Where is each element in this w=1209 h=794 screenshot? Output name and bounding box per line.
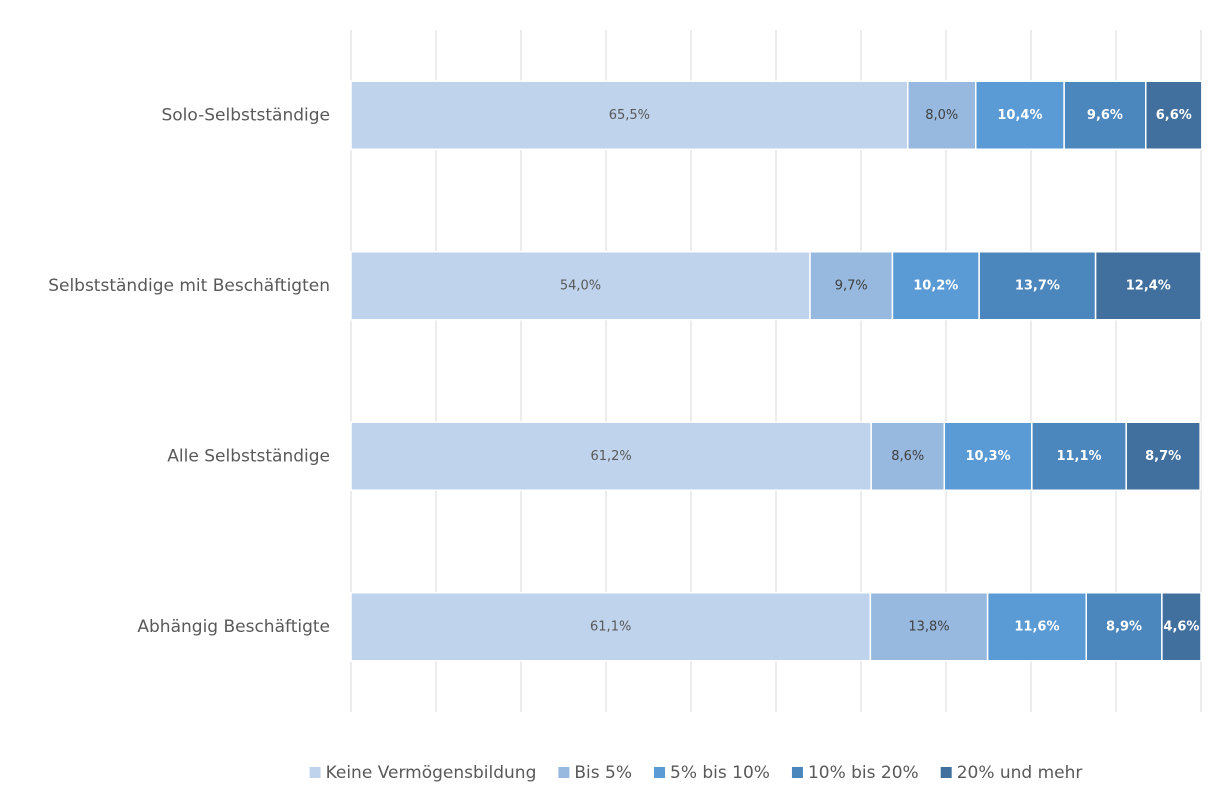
legend-label: Keine Vermögensbildung bbox=[326, 763, 537, 783]
data-label: 10,4% bbox=[997, 108, 1042, 123]
legend-label: 20% und mehr bbox=[957, 763, 1083, 783]
legend-swatch bbox=[940, 767, 952, 778]
data-label: 4,6% bbox=[1163, 619, 1199, 634]
bar-segment bbox=[1161, 592, 1202, 662]
data-label: 65,5% bbox=[609, 108, 650, 123]
data-label: 11,1% bbox=[1056, 449, 1101, 464]
data-label: 9,7% bbox=[835, 278, 868, 293]
y-tick-label: Selbstständige mit Beschäftigten bbox=[48, 276, 330, 296]
bar-segment bbox=[907, 80, 977, 150]
bar-segment bbox=[1094, 251, 1202, 321]
data-label: 8,0% bbox=[925, 108, 958, 123]
data-label: 13,7% bbox=[1015, 278, 1060, 293]
bar-segment bbox=[809, 251, 894, 321]
data-label: 8,9% bbox=[1106, 619, 1142, 634]
bar-segment bbox=[986, 592, 1088, 662]
bar-segment bbox=[1125, 421, 1201, 491]
data-label: 61,2% bbox=[590, 449, 631, 464]
legend-swatch bbox=[309, 767, 321, 778]
data-label: 8,7% bbox=[1145, 449, 1181, 464]
data-label: 10,3% bbox=[966, 449, 1011, 464]
legend-label: Bis 5% bbox=[574, 763, 632, 783]
data-label: 10,2% bbox=[913, 278, 958, 293]
legend-label: 10% bis 20% bbox=[808, 763, 919, 783]
y-tick-label: Solo-Selbstständige bbox=[161, 105, 330, 125]
bar-segment bbox=[350, 421, 872, 491]
legend-swatch bbox=[558, 767, 570, 778]
bar-segment bbox=[1145, 80, 1203, 150]
bar-segment bbox=[350, 592, 872, 662]
legend-swatch bbox=[654, 767, 666, 778]
bar-segment bbox=[350, 80, 909, 150]
data-label: 12,4% bbox=[1126, 278, 1171, 293]
bar-segment bbox=[1085, 592, 1163, 662]
data-label: 54,0% bbox=[560, 278, 601, 293]
bar-segment bbox=[1063, 80, 1147, 150]
bar-segment bbox=[1031, 421, 1127, 491]
bar-segment bbox=[978, 251, 1097, 321]
data-label: 13,8% bbox=[908, 619, 949, 634]
bar-segment bbox=[870, 421, 946, 491]
data-label: 61,1% bbox=[590, 619, 631, 634]
data-label: 9,6% bbox=[1087, 108, 1123, 123]
y-tick-label: Abhängig Beschäftigte bbox=[137, 617, 330, 637]
data-label: 8,6% bbox=[891, 449, 924, 464]
bar-segment bbox=[943, 421, 1033, 491]
data-label: 11,6% bbox=[1014, 619, 1059, 634]
bar-segment bbox=[350, 251, 811, 321]
bar-segment bbox=[869, 592, 989, 662]
y-tick-label: Alle Selbstständige bbox=[167, 446, 330, 466]
legend-label: 5% bis 10% bbox=[670, 763, 770, 783]
data-label: 6,6% bbox=[1156, 108, 1192, 123]
legend-swatch bbox=[791, 767, 803, 778]
